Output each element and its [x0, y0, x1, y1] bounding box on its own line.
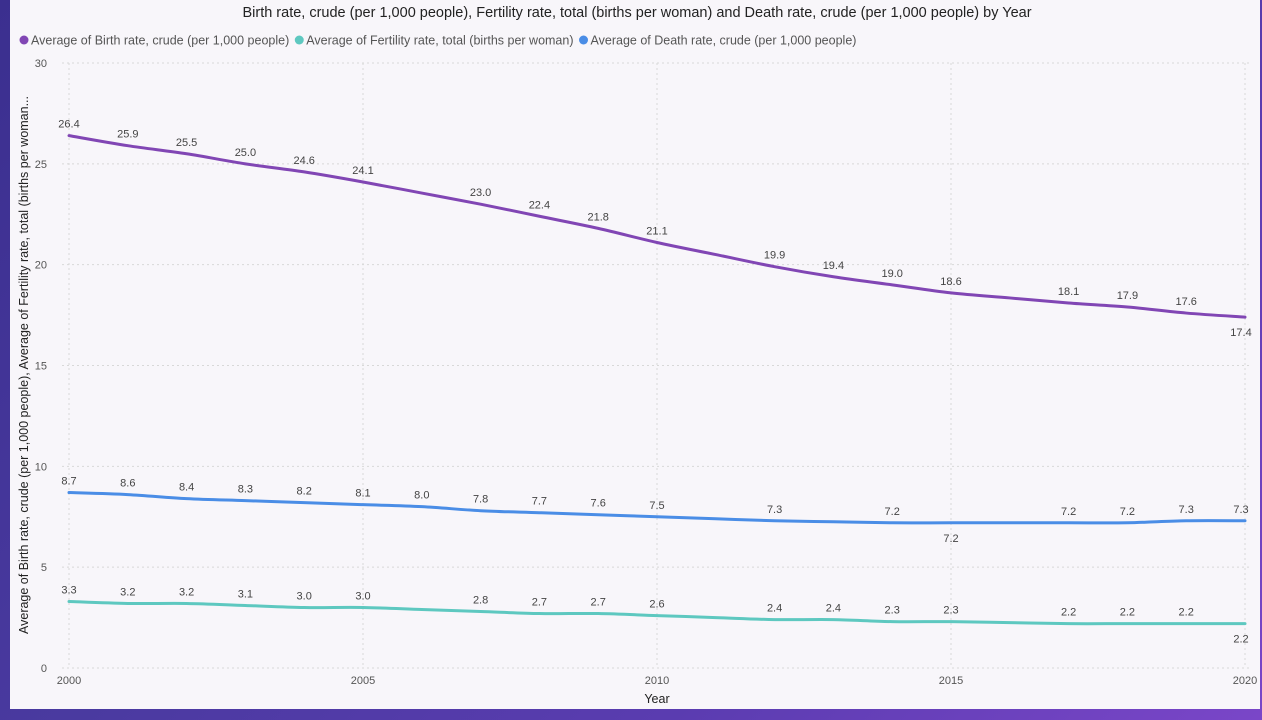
data-label: 3.3 — [61, 584, 76, 596]
data-label: 2.7 — [532, 597, 547, 609]
data-label: 7.6 — [591, 498, 606, 510]
data-label: 2.2 — [1179, 607, 1194, 619]
legend-marker — [294, 35, 304, 45]
y-axis-ticks: 0 5 10 15 20 25 30 — [35, 58, 47, 675]
data-label: 25.9 — [117, 129, 138, 141]
data-label: 3.0 — [297, 591, 312, 603]
data-label: 3.2 — [120, 586, 135, 598]
data-labels: 26.4 25.9 25.5 25.0 24.6 24.1 23.0 22.4 21.8 21.1… — [58, 119, 1251, 646]
legend-label: Average of Death rate, crude (per 1,000 … — [591, 34, 857, 48]
data-label: 24.6 — [293, 155, 314, 167]
data-label: 3.0 — [355, 591, 370, 603]
y-tick-label: 20 — [35, 260, 47, 272]
y-tick-label: 30 — [35, 58, 47, 70]
data-label: 17.4 — [1230, 327, 1251, 339]
data-label: 21.8 — [587, 211, 608, 223]
data-label: 7.2 — [885, 506, 900, 518]
x-tick-label: 2020 — [1233, 675, 1257, 687]
legend-label: Average of Fertility rate, total (births… — [306, 34, 573, 48]
gridlines — [62, 62, 1250, 669]
data-label: 25.5 — [176, 137, 197, 149]
x-tick-label: 2000 — [57, 675, 81, 687]
legend-label: Average of Birth rate, crude (per 1,000 … — [31, 34, 289, 48]
data-label: 25.0 — [235, 147, 256, 159]
data-label: 24.1 — [352, 165, 373, 177]
x-tick-label: 2015 — [939, 675, 963, 687]
y-tick-label: 10 — [35, 461, 47, 473]
data-label: 21.1 — [646, 225, 667, 237]
series-line — [67, 491, 1247, 525]
legend-marker — [579, 35, 589, 45]
data-label: 7.8 — [473, 494, 488, 506]
data-label: 7.7 — [532, 496, 547, 508]
data-label: 17.9 — [1117, 290, 1138, 302]
data-label: 17.6 — [1175, 296, 1196, 308]
data-label: 19.4 — [823, 260, 844, 272]
data-label: 7.2 — [1061, 506, 1076, 518]
x-axis-label: Year — [644, 692, 669, 706]
data-label: 7.3 — [1233, 504, 1248, 516]
data-label: 19.0 — [881, 268, 902, 280]
data-label: 7.2 — [1120, 506, 1135, 518]
y-tick-label: 0 — [41, 663, 47, 675]
data-label: 2.2 — [1120, 607, 1135, 619]
data-label: 2.2 — [1233, 634, 1248, 646]
data-label: 8.3 — [238, 484, 253, 496]
data-label: 2.3 — [885, 605, 900, 617]
data-label: 2.6 — [649, 599, 664, 611]
data-label: 19.9 — [764, 250, 785, 262]
data-label: 3.2 — [179, 586, 194, 598]
y-tick-label: 15 — [35, 361, 47, 373]
legend: Average of Birth rate, crude (per 1,000 … — [19, 34, 857, 48]
series-line — [67, 134, 1247, 319]
series-lines — [67, 134, 1247, 626]
x-tick-label: 2005 — [351, 675, 375, 687]
data-label: 2.7 — [591, 597, 606, 609]
data-label: 7.5 — [649, 500, 664, 512]
data-label: 23.0 — [470, 187, 491, 199]
data-label: 7.3 — [1179, 504, 1194, 516]
data-label: 26.4 — [58, 119, 79, 131]
data-label: 8.2 — [297, 486, 312, 498]
data-label: 2.4 — [826, 603, 841, 615]
data-label: 8.4 — [179, 482, 194, 494]
data-label: 7.2 — [943, 533, 958, 545]
data-label: 2.4 — [767, 603, 782, 615]
data-label: 2.8 — [473, 595, 488, 607]
data-label: 18.6 — [940, 276, 961, 288]
data-label: 8.1 — [355, 488, 370, 500]
data-label: 2.3 — [943, 605, 958, 617]
data-label: 8.0 — [414, 490, 429, 502]
data-label: 22.4 — [529, 199, 550, 211]
data-label: 2.2 — [1061, 607, 1076, 619]
data-label: 7.3 — [767, 504, 782, 516]
series-line — [67, 599, 1247, 626]
data-label: 18.1 — [1058, 286, 1079, 298]
chart-title: Birth rate, crude (per 1,000 people), Fe… — [242, 5, 1031, 21]
x-axis-ticks: 2000 2005 2010 2015 2020 — [57, 675, 1257, 687]
data-label: 8.7 — [61, 476, 76, 488]
y-tick-label: 5 — [41, 562, 47, 574]
data-label: 3.1 — [238, 588, 253, 600]
legend-marker — [19, 35, 29, 45]
chart-panel — [10, 0, 1260, 709]
data-label: 8.6 — [120, 478, 135, 490]
y-axis-label: Average of Birth rate, crude (per 1,000 … — [17, 96, 31, 634]
x-tick-label: 2010 — [645, 675, 669, 687]
y-tick-label: 25 — [35, 159, 47, 171]
